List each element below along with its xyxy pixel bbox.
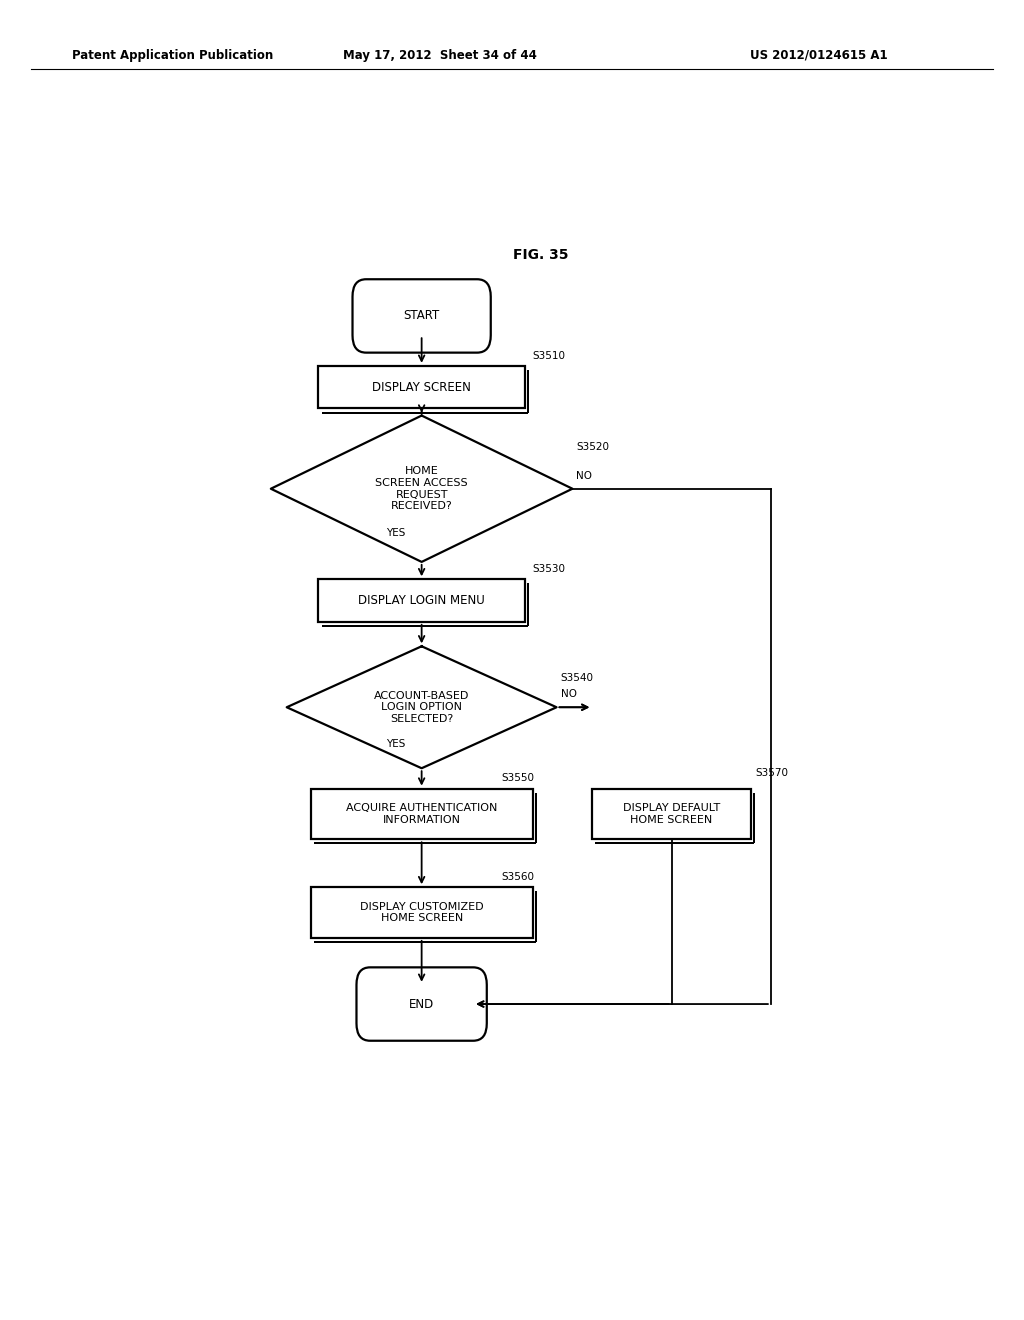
Text: END: END (409, 998, 434, 1011)
Text: S3530: S3530 (532, 564, 565, 574)
Text: S3510: S3510 (532, 351, 565, 360)
Polygon shape (270, 416, 572, 562)
Bar (318, 366, 524, 408)
Bar (310, 887, 532, 939)
Text: ACCOUNT-BASED
LOGIN OPTION
SELECTED?: ACCOUNT-BASED LOGIN OPTION SELECTED? (374, 690, 469, 723)
Text: S3550: S3550 (501, 774, 534, 784)
Bar (592, 788, 751, 840)
Text: DISPLAY LOGIN MENU: DISPLAY LOGIN MENU (358, 594, 485, 607)
Text: HOME
SCREEN ACCESS
REQUEST
RECEIVED?: HOME SCREEN ACCESS REQUEST RECEIVED? (376, 466, 468, 511)
Text: S3540: S3540 (560, 673, 594, 682)
Text: START: START (403, 309, 439, 322)
Text: May 17, 2012  Sheet 34 of 44: May 17, 2012 Sheet 34 of 44 (343, 49, 538, 62)
Text: S3560: S3560 (501, 873, 534, 882)
Text: S3570: S3570 (755, 768, 787, 779)
FancyBboxPatch shape (356, 968, 486, 1040)
Bar (310, 788, 532, 840)
Text: S3520: S3520 (577, 442, 609, 453)
Text: DISPLAY DEFAULT
HOME SCREEN: DISPLAY DEFAULT HOME SCREEN (623, 803, 720, 825)
Text: DISPLAY SCREEN: DISPLAY SCREEN (372, 380, 471, 393)
Bar (318, 579, 524, 622)
FancyBboxPatch shape (352, 280, 490, 352)
Text: FIG. 35: FIG. 35 (513, 248, 568, 261)
Text: YES: YES (386, 528, 406, 537)
Text: ACQUIRE AUTHENTICATION
INFORMATION: ACQUIRE AUTHENTICATION INFORMATION (346, 803, 498, 825)
Text: DISPLAY CUSTOMIZED
HOME SCREEN: DISPLAY CUSTOMIZED HOME SCREEN (359, 902, 483, 924)
Text: NO: NO (560, 689, 577, 700)
Polygon shape (287, 647, 557, 768)
Text: YES: YES (386, 739, 406, 748)
Text: NO: NO (577, 471, 592, 480)
Text: US 2012/0124615 A1: US 2012/0124615 A1 (751, 49, 888, 62)
Text: Patent Application Publication: Patent Application Publication (72, 49, 273, 62)
